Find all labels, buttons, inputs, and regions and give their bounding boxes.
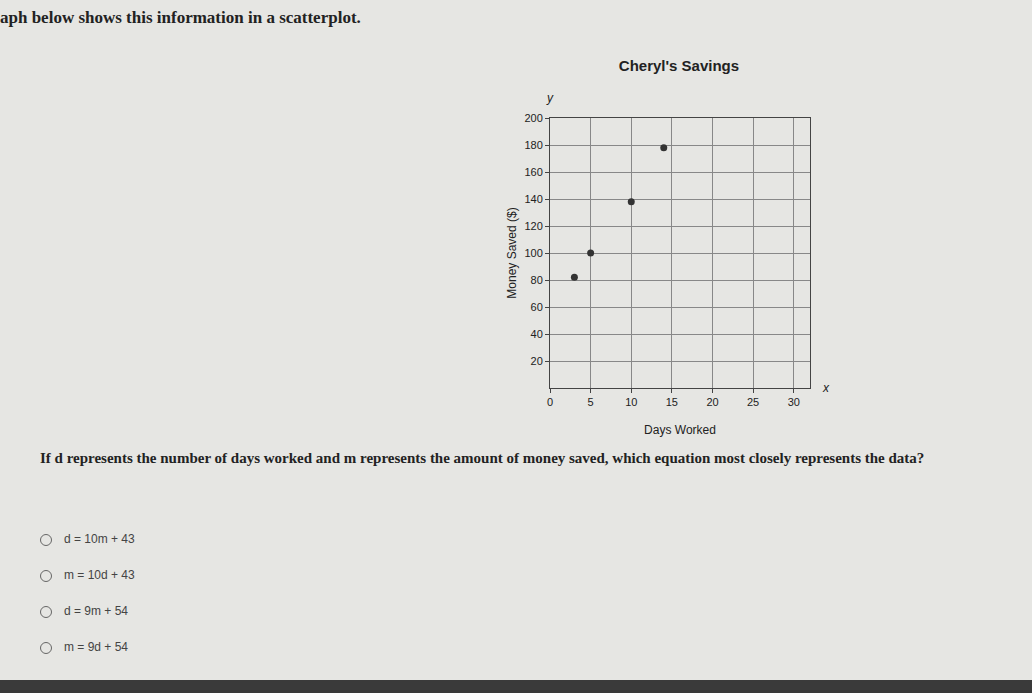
svg-text:5: 5 xyxy=(588,396,594,408)
html-text:m = 9d + 54: m = 9d + 54 xyxy=(64,640,128,654)
svg-text:160: 160 xyxy=(524,166,542,178)
svg-text:0: 0 xyxy=(547,396,553,408)
html-text:m = 10d + 43: m = 10d + 43 xyxy=(64,568,135,582)
svg-text:120: 120 xyxy=(524,220,542,232)
svg-text:x: x xyxy=(822,381,830,395)
html-text:If d represents the number of: If d represents the number of days worke… xyxy=(40,450,925,466)
svg-text:Money Saved ($): Money Saved ($) xyxy=(505,207,519,298)
svg-text:y: y xyxy=(546,91,554,105)
svg-text:Days Worked: Days Worked xyxy=(644,423,716,437)
svg-text:15: 15 xyxy=(666,396,678,408)
svg-text:25: 25 xyxy=(747,396,759,408)
html-text:aph below shows this informati: aph below shows this information in a sc… xyxy=(0,8,361,27)
svg-text:20: 20 xyxy=(706,396,718,408)
svg-text:10: 10 xyxy=(625,396,637,408)
svg-text:200: 200 xyxy=(524,112,542,124)
svg-text:100: 100 xyxy=(524,247,542,259)
svg-text:Cheryl's Savings: Cheryl's Savings xyxy=(619,57,739,74)
html-text:d = 10m + 43: d = 10m + 43 xyxy=(64,532,135,546)
svg-text:140: 140 xyxy=(524,193,542,205)
svg-text:180: 180 xyxy=(524,139,542,151)
svg-text:40: 40 xyxy=(531,328,543,340)
svg-text:20: 20 xyxy=(531,355,543,367)
html-text:d = 9m + 54: d = 9m + 54 xyxy=(64,604,128,618)
svg-text:30: 30 xyxy=(788,396,800,408)
svg-text:80: 80 xyxy=(531,274,543,286)
svg-text:60: 60 xyxy=(531,301,543,313)
